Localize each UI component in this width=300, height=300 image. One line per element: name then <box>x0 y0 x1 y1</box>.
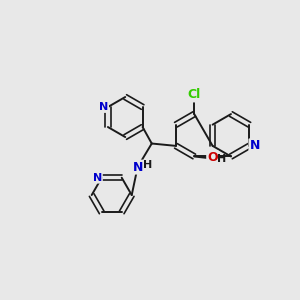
Text: N: N <box>99 102 108 112</box>
Text: H: H <box>217 154 226 164</box>
Text: N: N <box>132 160 143 174</box>
Text: Cl: Cl <box>188 88 201 101</box>
Text: H: H <box>143 160 152 170</box>
Text: N: N <box>93 173 102 183</box>
Text: N: N <box>249 140 260 152</box>
Text: O: O <box>207 152 218 164</box>
